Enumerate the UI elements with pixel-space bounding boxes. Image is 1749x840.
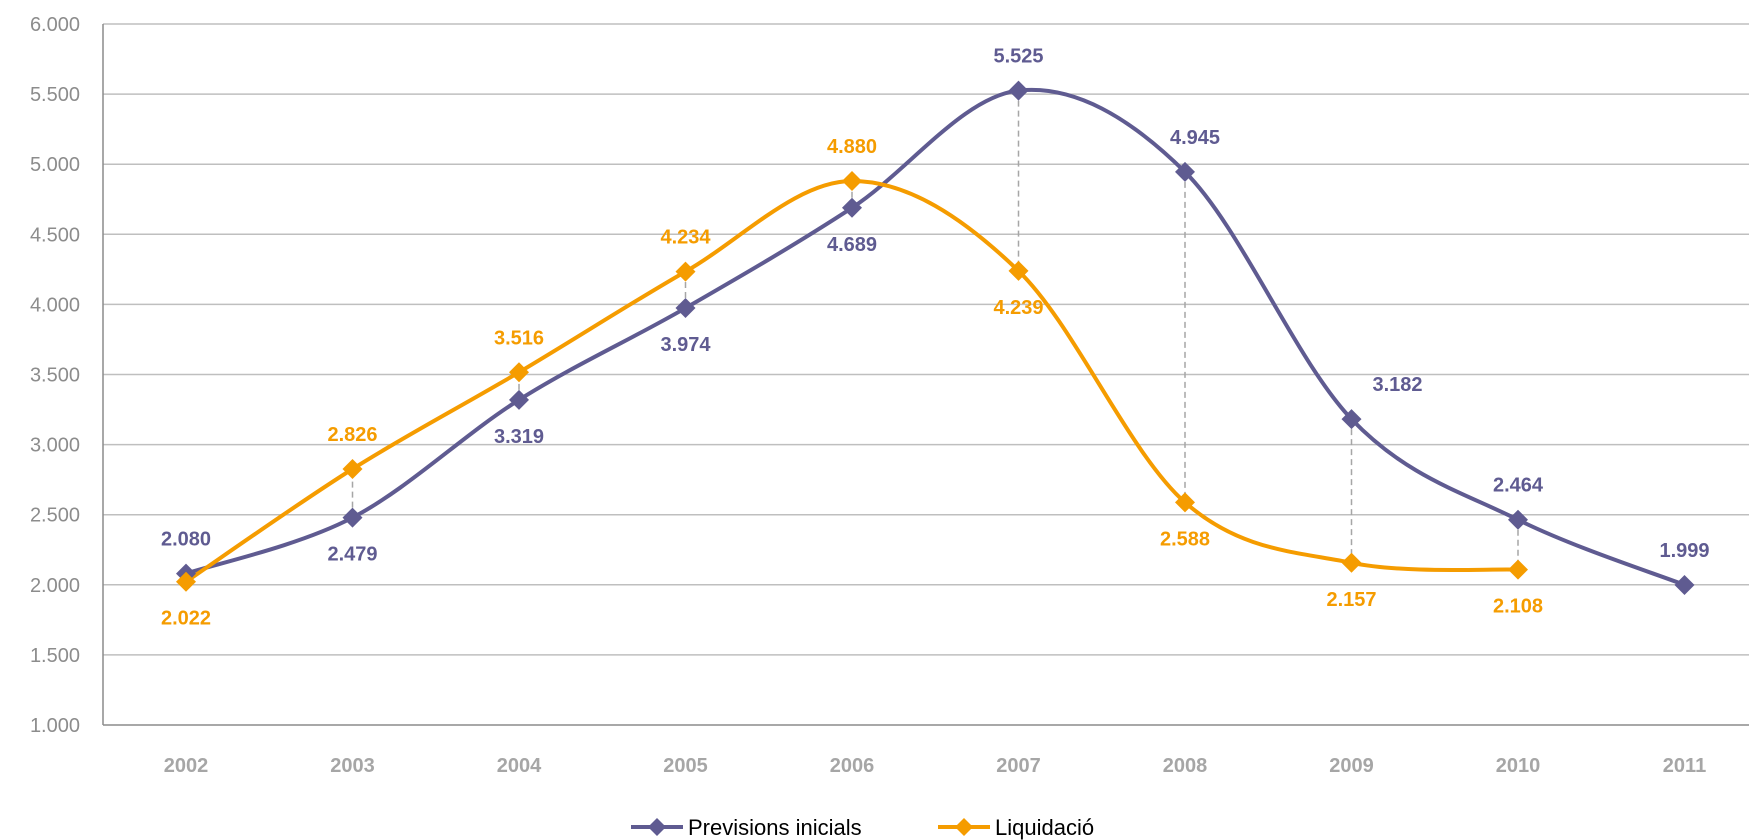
x-tick-label: 2005 [663,755,708,777]
data-label: 3.516 [494,327,544,349]
data-label: 2.588 [1160,528,1210,550]
y-tick-label: 1.000 [30,715,80,737]
x-tick-label: 2003 [330,755,375,777]
y-tick-label: 4.500 [30,224,80,246]
data-point-marker [176,571,196,592]
x-tick-label: 2010 [1496,755,1541,777]
x-tick-label: 2007 [996,755,1041,777]
y-tick-label: 5.500 [30,84,80,106]
data-point-marker [675,261,696,282]
x-tick-label: 2002 [164,755,209,777]
data-point-marker [509,389,529,410]
x-tick-label: 2009 [1329,755,1374,777]
data-label: 2.157 [1326,589,1376,611]
data-label: 3.974 [660,334,711,356]
data-label: 4.234 [660,227,711,249]
series-line-previsions-inicials [184,87,1687,587]
y-tick-label: 2.500 [30,505,80,527]
data-label: 3.182 [1372,374,1422,396]
data-point-marker [1008,80,1029,101]
data-label: 2.108 [1493,596,1543,618]
y-tick-label: 4.000 [30,294,80,316]
data-point-marker [342,507,363,528]
legend-label: Liquidació [995,815,1094,840]
data-label: 2.022 [161,608,211,630]
data-label: 2.080 [161,529,211,551]
y-tick-label: 1.500 [30,645,80,667]
legend-swatch-marker [955,818,973,836]
data-point-marker [1508,559,1528,580]
x-tick-label: 2004 [497,755,542,777]
data-point-marker [509,362,529,383]
x-tick-label: 2006 [830,755,875,777]
data-point-marker [1508,509,1528,530]
x-tick-label: 2008 [1163,755,1208,777]
y-tick-label: 6.000 [30,14,80,36]
data-point-marker [675,298,696,319]
y-tick-label: 5.000 [30,154,80,176]
data-point-marker [1175,161,1195,182]
data-point-marker [1674,574,1695,595]
legend-label: Previsions inicials [688,815,862,840]
data-label: 5.525 [993,46,1043,68]
y-tick-label: 2.000 [30,575,80,597]
data-label: 3.319 [494,426,544,448]
data-point-marker [1175,492,1195,513]
y-tick-label: 3.500 [30,365,80,387]
data-label: 4.880 [827,136,877,158]
data-label: 2.464 [1493,475,1544,497]
x-tick-label: 2011 [1663,755,1706,777]
data-point-marker [1008,260,1029,281]
data-label: 4.239 [993,297,1043,319]
data-point-marker [342,458,363,479]
data-label: 4.689 [827,234,877,256]
data-label: 2.826 [327,424,377,446]
y-tick-label: 3.000 [30,435,80,457]
data-point-marker [842,171,862,192]
data-point-marker [842,197,862,218]
data-label: 4.945 [1170,127,1220,149]
legend-swatch-marker [648,818,666,836]
data-point-marker [1341,409,1362,430]
data-point-marker [1341,552,1362,573]
data-label: 1.999 [1659,540,1709,562]
data-label: 2.479 [327,544,377,566]
